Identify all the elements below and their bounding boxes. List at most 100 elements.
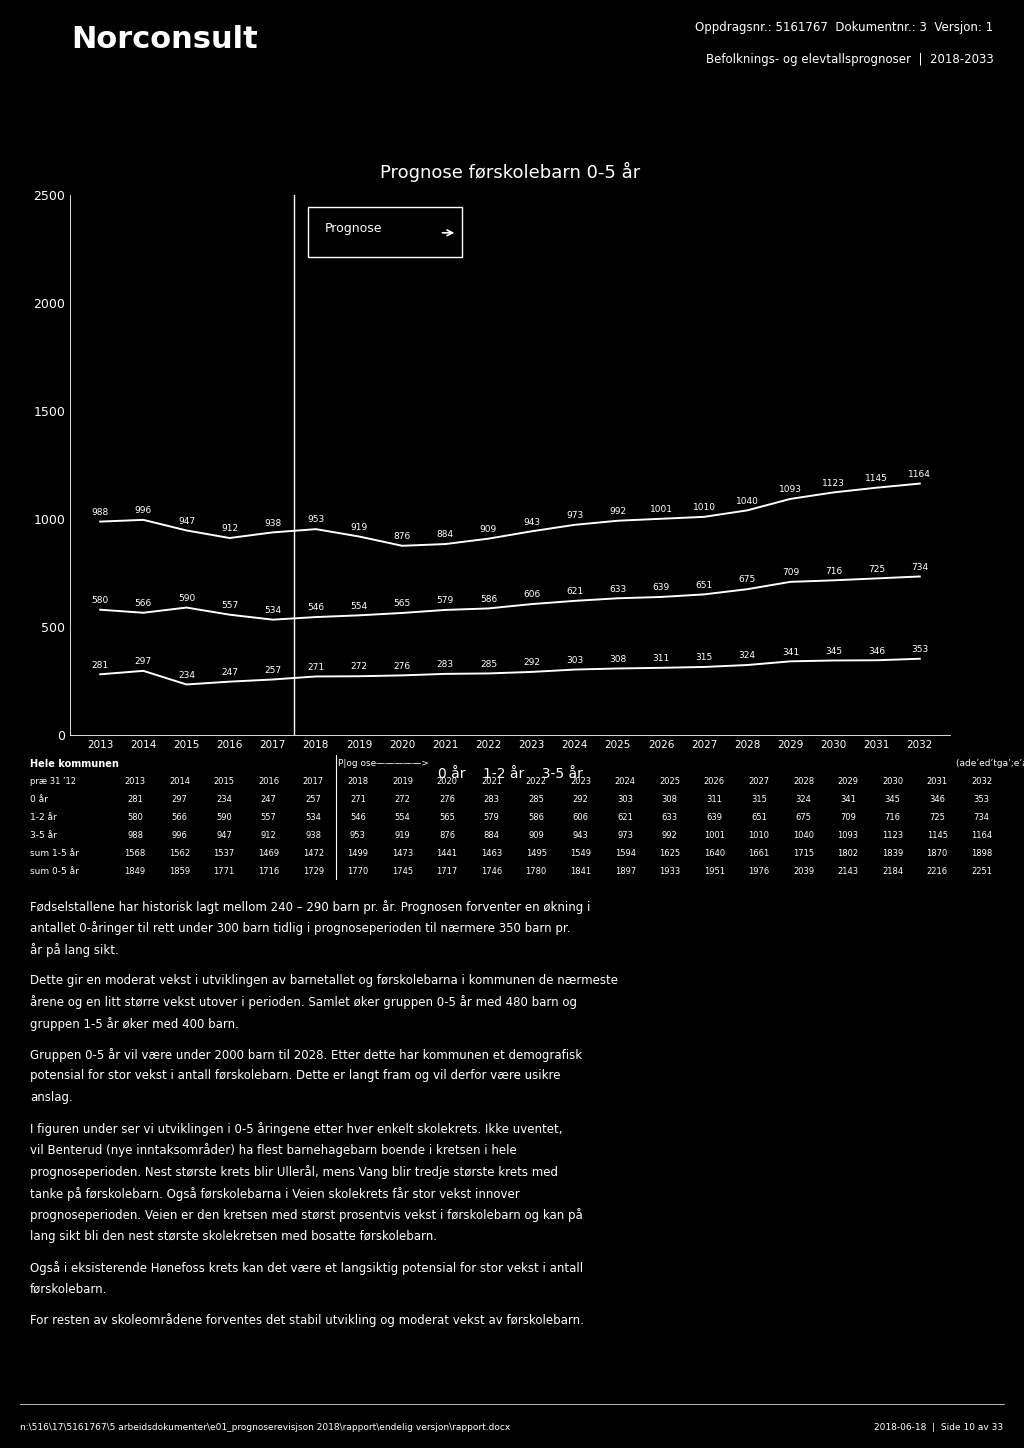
Text: 734: 734 bbox=[911, 563, 929, 572]
Text: 2216: 2216 bbox=[927, 866, 948, 876]
Text: 2017: 2017 bbox=[303, 778, 324, 786]
Text: 2018-06-18  |  Side 10 av 33: 2018-06-18 | Side 10 av 33 bbox=[874, 1423, 1004, 1432]
Text: potensial for stor vekst i antall førskolebarn. Dette er langt fram og vil derfo: potensial for stor vekst i antall førsko… bbox=[30, 1069, 560, 1082]
Text: 1717: 1717 bbox=[436, 866, 458, 876]
Text: 1859: 1859 bbox=[169, 866, 190, 876]
Text: P|og ose—————>: P|og ose—————> bbox=[338, 759, 429, 769]
Text: 639: 639 bbox=[707, 812, 722, 822]
Text: 1661: 1661 bbox=[749, 849, 770, 857]
Text: 988: 988 bbox=[91, 508, 109, 517]
Text: 1040: 1040 bbox=[736, 497, 759, 505]
Text: 639: 639 bbox=[652, 584, 670, 592]
Text: 992: 992 bbox=[609, 507, 627, 515]
Text: 315: 315 bbox=[751, 795, 767, 804]
Text: 276: 276 bbox=[393, 662, 411, 670]
Text: Gruppen 0-5 år vil være under 2000 barn til 2028. Etter dette har kommunen et de: Gruppen 0-5 år vil være under 2000 barn … bbox=[30, 1048, 582, 1061]
Text: 1093: 1093 bbox=[779, 485, 802, 494]
Text: 234: 234 bbox=[178, 670, 195, 679]
Text: 1441: 1441 bbox=[436, 849, 458, 857]
Text: 2021: 2021 bbox=[481, 778, 502, 786]
Text: 716: 716 bbox=[885, 812, 900, 822]
Text: prognoseperioden. Veien er den kretsen med størst prosentvis vekst i førskolebar: prognoseperioden. Veien er den kretsen m… bbox=[30, 1208, 583, 1222]
Text: 1746: 1746 bbox=[481, 866, 502, 876]
Text: 2028: 2028 bbox=[793, 778, 814, 786]
Text: 734: 734 bbox=[974, 812, 990, 822]
Text: 247: 247 bbox=[261, 795, 276, 804]
Text: 1745: 1745 bbox=[392, 866, 413, 876]
Text: 283: 283 bbox=[483, 795, 500, 804]
Text: 315: 315 bbox=[695, 653, 713, 662]
Text: 2184: 2184 bbox=[882, 866, 903, 876]
Text: 919: 919 bbox=[350, 523, 368, 531]
Text: 2026: 2026 bbox=[703, 778, 725, 786]
Text: 3-5 år: 3-5 år bbox=[30, 831, 57, 840]
Text: 2020: 2020 bbox=[436, 778, 458, 786]
Text: 1145: 1145 bbox=[865, 473, 888, 484]
Text: gruppen 1-5 år øker med 400 barn.: gruppen 1-5 år øker med 400 barn. bbox=[30, 1016, 239, 1031]
Text: 1839: 1839 bbox=[882, 849, 903, 857]
Text: 953: 953 bbox=[307, 515, 325, 524]
Text: 1123: 1123 bbox=[822, 479, 845, 488]
Text: 2024: 2024 bbox=[614, 778, 636, 786]
Text: 1463: 1463 bbox=[481, 849, 502, 857]
Text: For resten av skoleområdene forventes det stabil utvikling og moderat vekst av f: For resten av skoleområdene forventes de… bbox=[30, 1313, 584, 1328]
Text: tanke på førskolebarn. Også førskolebarna i Veien skolekrets får stor vekst inno: tanke på førskolebarn. Også førskolebarn… bbox=[30, 1187, 520, 1200]
Text: 996: 996 bbox=[135, 507, 152, 515]
FancyBboxPatch shape bbox=[307, 207, 462, 258]
Text: 651: 651 bbox=[751, 812, 767, 822]
Text: 1472: 1472 bbox=[303, 849, 324, 857]
Text: 292: 292 bbox=[523, 659, 540, 668]
Text: 579: 579 bbox=[483, 812, 500, 822]
Text: 943: 943 bbox=[523, 517, 540, 527]
Text: Oppdragsnr.: 5161767  Dokumentnr.: 3  Versjon: 1: Oppdragsnr.: 5161767 Dokumentnr.: 3 Vers… bbox=[695, 22, 993, 35]
Text: 311: 311 bbox=[652, 654, 670, 663]
Text: 303: 303 bbox=[566, 656, 584, 665]
Text: 311: 311 bbox=[707, 795, 722, 804]
Text: 1473: 1473 bbox=[392, 849, 413, 857]
Text: lang sikt bli den nest største skolekretsen med bosatte førskolebarn.: lang sikt bli den nest største skolekret… bbox=[30, 1229, 437, 1242]
Text: 580: 580 bbox=[91, 597, 109, 605]
Text: 534: 534 bbox=[305, 812, 322, 822]
Text: 1040: 1040 bbox=[793, 831, 814, 840]
Text: 1495: 1495 bbox=[525, 849, 547, 857]
Text: 590: 590 bbox=[178, 594, 196, 602]
Text: 1841: 1841 bbox=[570, 866, 591, 876]
Text: 1164: 1164 bbox=[908, 469, 931, 479]
Text: 938: 938 bbox=[305, 831, 322, 840]
Text: 2013: 2013 bbox=[125, 778, 145, 786]
Text: Fødselstallene har historisk lagt mellom 240 – 290 barn pr. år. Prognosen forven: Fødselstallene har historisk lagt mellom… bbox=[30, 899, 591, 914]
Text: 621: 621 bbox=[566, 586, 584, 597]
Text: 534: 534 bbox=[264, 605, 282, 615]
Text: 2032: 2032 bbox=[971, 778, 992, 786]
Text: 1093: 1093 bbox=[838, 831, 858, 840]
Text: 1001: 1001 bbox=[649, 505, 673, 514]
Text: 988: 988 bbox=[127, 831, 143, 840]
Text: 0 år: 0 år bbox=[30, 795, 48, 804]
Text: 2251: 2251 bbox=[971, 866, 992, 876]
Text: 1898: 1898 bbox=[971, 849, 992, 857]
Text: 285: 285 bbox=[528, 795, 544, 804]
Text: 281: 281 bbox=[91, 660, 109, 669]
Text: 546: 546 bbox=[350, 812, 366, 822]
Text: 1870: 1870 bbox=[927, 849, 948, 857]
Text: 346: 346 bbox=[929, 795, 945, 804]
Text: 554: 554 bbox=[350, 601, 368, 611]
Text: 947: 947 bbox=[178, 517, 195, 526]
Text: 353: 353 bbox=[911, 644, 929, 654]
Text: prognoseperioden. Nest største krets blir Ullerål, mens Vang blir tredje største: prognoseperioden. Nest største krets bli… bbox=[30, 1166, 558, 1179]
Text: 283: 283 bbox=[436, 660, 454, 669]
Text: 308: 308 bbox=[662, 795, 678, 804]
Text: 606: 606 bbox=[523, 591, 541, 599]
Text: 651: 651 bbox=[695, 581, 713, 589]
Text: 876: 876 bbox=[393, 531, 411, 542]
Text: 621: 621 bbox=[617, 812, 633, 822]
Text: sum 1-5 år: sum 1-5 år bbox=[30, 849, 79, 857]
Text: 2031: 2031 bbox=[927, 778, 948, 786]
Text: 1802: 1802 bbox=[838, 849, 858, 857]
Text: 546: 546 bbox=[307, 604, 325, 613]
Text: 1549: 1549 bbox=[570, 849, 591, 857]
Text: 566: 566 bbox=[135, 599, 152, 608]
Text: 565: 565 bbox=[393, 599, 411, 608]
Text: 1145: 1145 bbox=[927, 831, 947, 840]
Text: 992: 992 bbox=[662, 831, 678, 840]
